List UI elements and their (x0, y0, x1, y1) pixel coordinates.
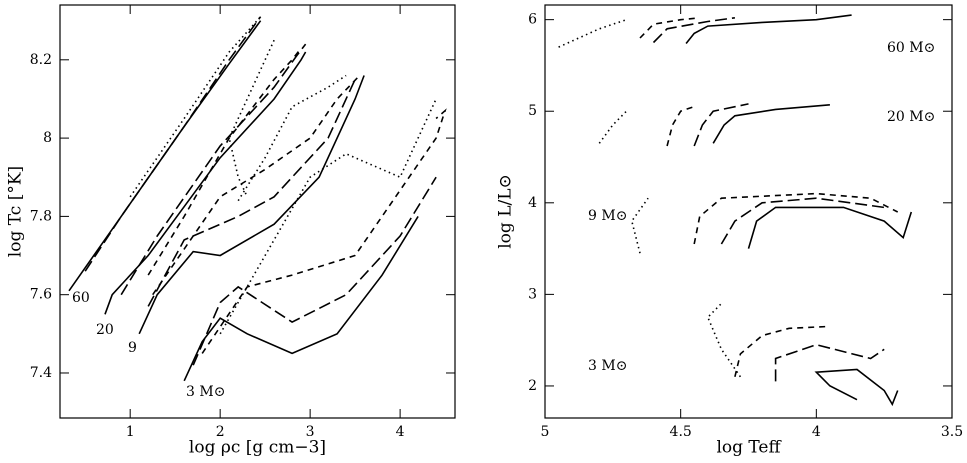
annotation: 3 M⊙ (588, 358, 627, 374)
x-tick-label: 4 (396, 424, 405, 440)
y-axis-label: log L/L⊙ (496, 174, 516, 249)
track (147, 47, 302, 276)
track (120, 43, 307, 296)
x-tick-label: 2 (216, 424, 225, 440)
track (630, 197, 649, 254)
track (138, 75, 365, 335)
track (734, 325, 830, 377)
y-tick-label: 8 (43, 130, 52, 146)
track (814, 368, 899, 407)
track (666, 105, 695, 147)
y-tick-label: 3 (528, 286, 537, 302)
annotation: 60 M⊙ (887, 40, 935, 56)
annotation: 20 M⊙ (887, 109, 935, 125)
x-tick-label: 1 (126, 424, 135, 440)
track (639, 17, 700, 39)
annotation: 60 (72, 290, 90, 306)
track (685, 14, 852, 45)
y-axis-label: log Tc [°K] (6, 166, 26, 257)
y-tick-label: 5 (528, 103, 537, 119)
annotation: 9 (128, 340, 137, 356)
track (228, 39, 275, 198)
track (219, 98, 437, 335)
track (706, 302, 742, 378)
track (712, 104, 830, 144)
annotation: 3 M⊙ (186, 384, 225, 400)
x-axis-label: log ρc [g cm−3] (189, 438, 326, 458)
x-tick-label: 4.5 (670, 424, 692, 440)
x-axis-label: log Teff (716, 438, 782, 458)
track (201, 108, 447, 354)
track (598, 110, 627, 144)
x-tick-label: 4 (812, 424, 821, 440)
track (147, 79, 356, 307)
track (237, 74, 347, 202)
x-tick-label: 3 (306, 424, 315, 440)
y-tick-label: 4 (528, 195, 537, 211)
track (720, 197, 885, 245)
track (152, 74, 361, 296)
track (693, 103, 749, 147)
x-tick-label: 3.5 (941, 424, 963, 440)
y-tick-label: 7.6 (30, 287, 52, 303)
track (129, 16, 262, 198)
track (774, 343, 885, 382)
y-tick-label: 7.4 (30, 365, 52, 381)
track (84, 16, 262, 272)
track (747, 206, 913, 249)
y-tick-label: 2 (528, 378, 537, 394)
annotation: 9 M⊙ (588, 208, 627, 224)
plot-frame (544, 4, 953, 419)
y-tick-label: 7.8 (30, 208, 52, 224)
x-tick-label: 5 (541, 424, 550, 440)
y-tick-label: 8.2 (30, 52, 52, 68)
track (104, 51, 307, 315)
plot-frame (59, 4, 456, 419)
track (693, 192, 899, 245)
track (183, 215, 419, 382)
track (68, 20, 262, 292)
annotation: 20 (96, 322, 114, 338)
track (558, 18, 627, 48)
track (652, 17, 736, 44)
y-tick-label: 6 (528, 12, 537, 28)
track (192, 176, 437, 366)
